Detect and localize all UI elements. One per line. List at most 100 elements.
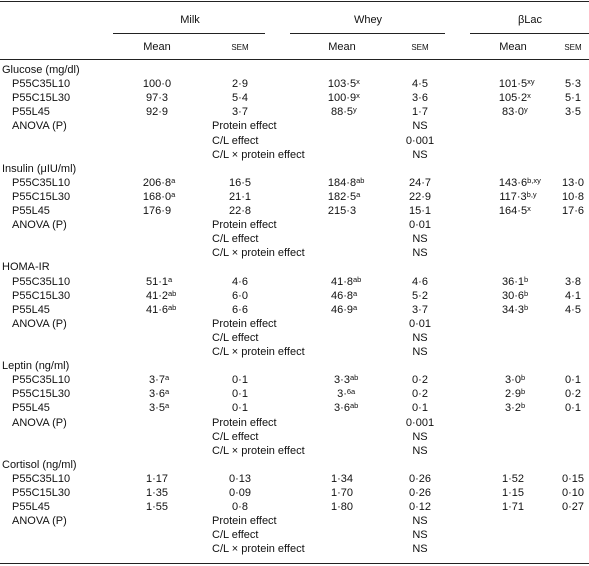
effect-value: NS — [412, 233, 428, 246]
cell-value: 3·5 — [149, 402, 165, 415]
group-rule — [113, 33, 265, 34]
cell-value: 1·35 — [145, 487, 169, 499]
cell-value: 88·5 — [330, 106, 354, 119]
cell-value: 22·9 — [408, 190, 432, 203]
cell-value: 1·17 — [145, 472, 169, 485]
cell: 5·2 — [412, 290, 428, 303]
cell-value: 3·7 — [232, 106, 248, 119]
superscript: a — [171, 175, 176, 185]
cell-value: 0·13 — [228, 472, 252, 485]
cell: 21·1 — [229, 191, 251, 204]
cell-value: 21·1 — [228, 190, 252, 203]
cell: 0·12 — [409, 501, 431, 514]
group-header: Milk — [180, 14, 200, 26]
cell: 1·34 — [331, 473, 353, 486]
cell: 3·3 ab — [334, 373, 358, 387]
row-label: P55C35L10 — [12, 176, 71, 189]
section-title: Insulin (μIU/ml) — [2, 162, 77, 175]
cell: 1·15 — [502, 487, 524, 500]
effect-name: C/L effect — [212, 331, 259, 344]
row-label: P55C35L10 — [12, 472, 71, 485]
effect-name: Protein effect — [212, 317, 277, 330]
cell-value: 182·5 — [327, 190, 357, 203]
cell: 2·9 b — [505, 387, 525, 401]
cell: 4·5 — [565, 304, 581, 317]
effect-value: NS — [412, 331, 428, 344]
cell-value: 3·0 — [505, 374, 521, 387]
cell: 0·1 — [412, 402, 428, 415]
superscript: ab — [349, 401, 359, 411]
section-title: Glucose (mg/dl) — [2, 64, 80, 76]
effect-value: NS — [412, 346, 428, 358]
cell-value: 164·5 — [498, 205, 528, 217]
cell-value: 34·3 — [501, 303, 525, 316]
effect-value: NS — [412, 543, 428, 556]
cell: 3·0 b — [505, 373, 525, 387]
effect-value: NS — [412, 529, 428, 542]
superscript: a — [164, 401, 170, 411]
cell: 0·2 — [412, 388, 428, 401]
superscript: b,y — [526, 189, 537, 199]
bottom-rule — [0, 563, 589, 564]
superscript: 6a — [346, 387, 356, 397]
cell: 3·6 — [412, 92, 428, 105]
superscript: b — [520, 373, 526, 383]
row-label: P55C15L30 — [12, 289, 71, 302]
cell-value: 105·2 — [498, 92, 528, 105]
superscript: ab — [356, 175, 365, 185]
row-label: P55L45 — [12, 501, 50, 514]
effect-value: NS — [412, 515, 428, 528]
cell: 105·2 x — [498, 91, 531, 105]
cell-value: 4·6 — [232, 275, 248, 288]
cell: 0·1 — [232, 402, 248, 415]
column-header: sem — [564, 41, 582, 53]
row-label: P55C15L30 — [12, 388, 71, 401]
row-label: P55L45 — [12, 402, 50, 415]
cell-value: 3· — [337, 388, 347, 401]
cell-value: 1·80 — [330, 501, 354, 514]
cell: 5·1 — [565, 92, 581, 105]
superscript: x — [527, 204, 531, 213]
cell: 15·1 — [409, 205, 431, 218]
cell: 1·17 — [146, 473, 168, 486]
cell-value: 117·3 — [499, 190, 527, 203]
cell-value: 41·2 — [145, 289, 169, 302]
cell: 143·6 b,xy — [499, 176, 541, 190]
effect-name: Protein effect — [212, 515, 277, 528]
cell: 103·5 x — [328, 77, 360, 91]
cell-value: 0·1 — [232, 374, 248, 387]
anova-label: ANOVA (P) — [12, 515, 67, 528]
cell: 17·6 — [562, 205, 584, 218]
effect-name: C/L effect — [212, 134, 259, 147]
cell: 51·1 a — [146, 275, 172, 289]
cell: 4·6 — [412, 276, 428, 289]
cell-value: 2·9 — [505, 388, 521, 401]
cell: 0·1 — [565, 402, 581, 415]
effect-name: C/L × protein effect — [212, 247, 305, 260]
cell-value: 41·6 — [145, 303, 169, 316]
cell: 46·8 a — [331, 289, 357, 303]
effect-value: 0·01 — [408, 317, 432, 330]
cell: 3·2 b — [505, 401, 525, 415]
cell: 22·9 — [409, 191, 431, 204]
cell: 34·3 b — [501, 303, 528, 317]
effect-name: C/L effect — [212, 529, 259, 542]
cell-value: 10·8 — [561, 190, 585, 203]
cell-value: 24·7 — [408, 176, 432, 189]
superscript: a — [356, 189, 361, 199]
cell-value: 6·6 — [232, 303, 248, 316]
cell-value: 0·27 — [561, 501, 585, 514]
cell-value: 3·8 — [565, 275, 581, 288]
cell-value: 1·7 — [412, 106, 428, 119]
cell-value: 5·3 — [565, 78, 581, 91]
section-title: HOMA-IR — [2, 261, 50, 274]
cell-value: 176·9 — [142, 205, 172, 217]
cell-value: 83·0 — [501, 106, 525, 119]
cell: 164·5 x — [498, 204, 531, 218]
cell-value: 0·15 — [561, 472, 585, 485]
cell: 0·26 — [409, 487, 431, 500]
cell: 215·3 — [328, 205, 356, 218]
row-label: P55L45 — [12, 106, 50, 119]
cell-value: 30·6 — [501, 289, 525, 302]
